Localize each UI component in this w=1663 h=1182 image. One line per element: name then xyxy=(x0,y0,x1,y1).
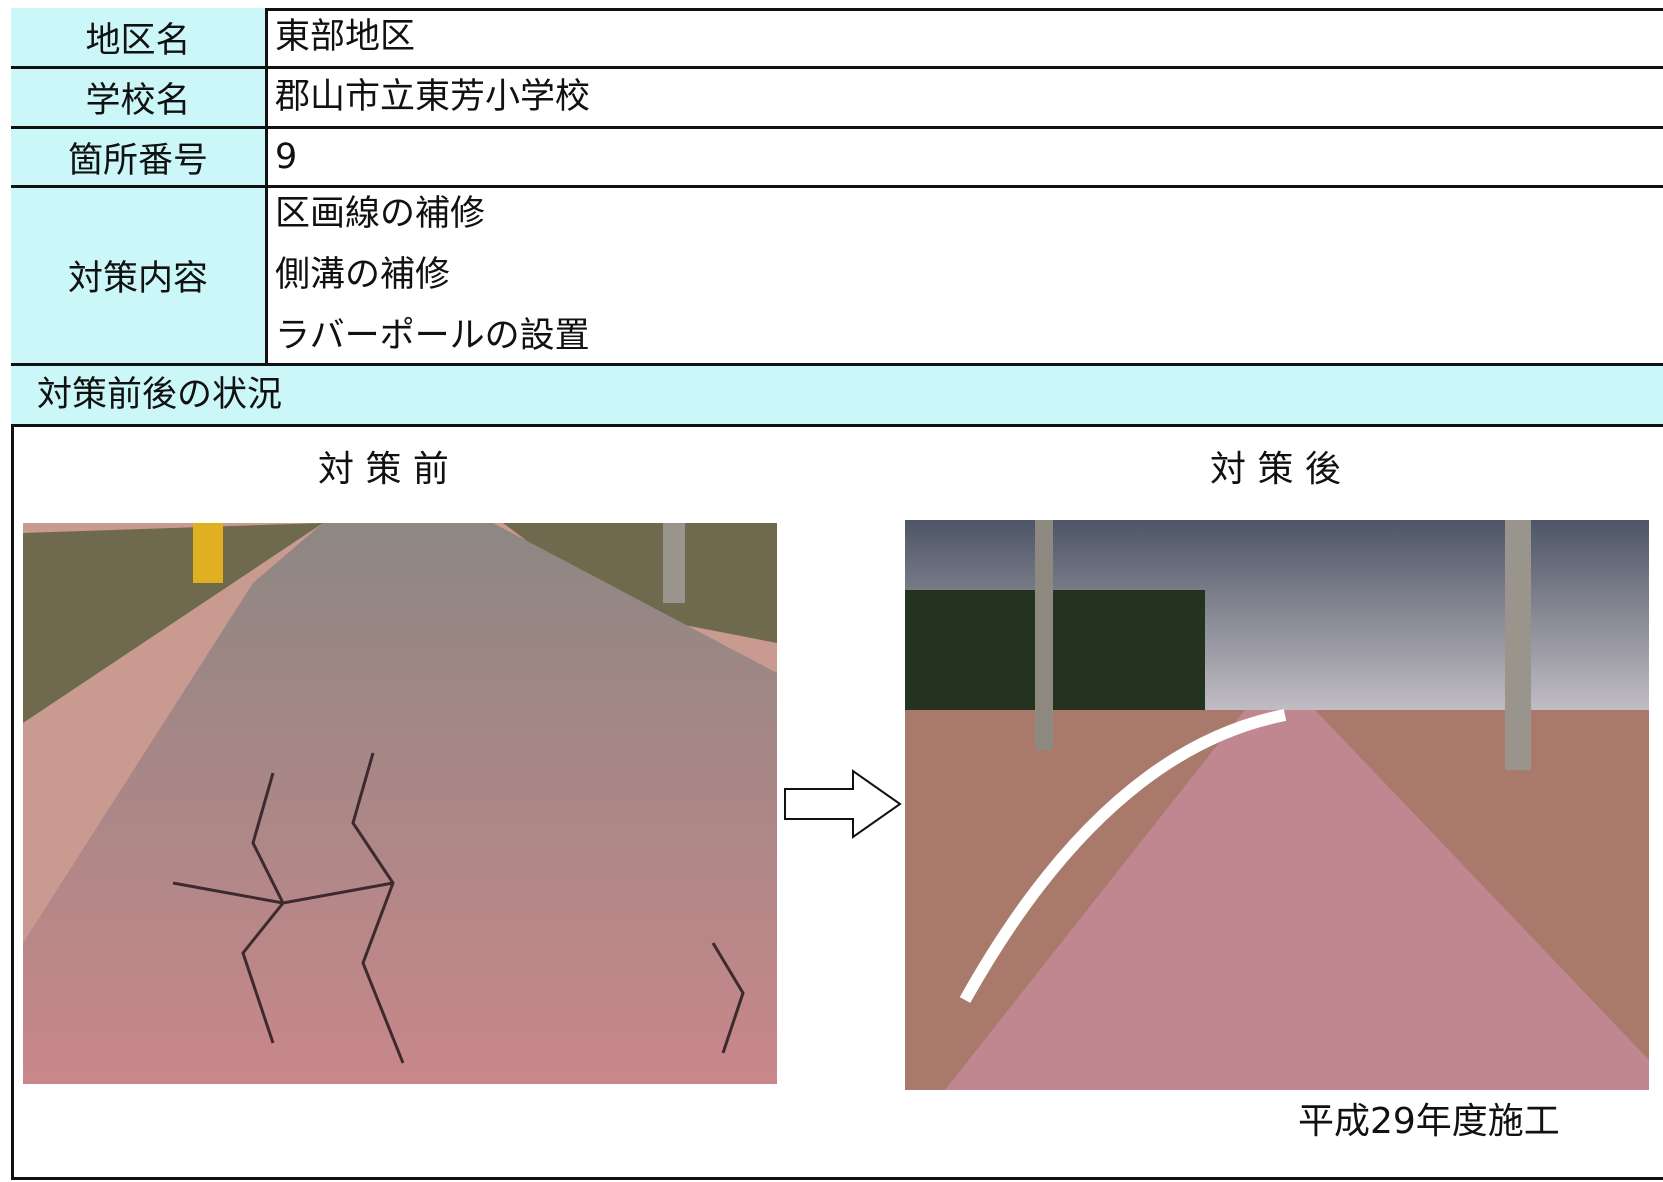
value-line: 9 xyxy=(275,136,298,177)
row-value: 区画線の補修 側溝の補修ラバーポールの設置 xyxy=(275,188,590,363)
value-line: 郡山市立東芳小学校 xyxy=(275,77,591,117)
caption: 平成29年度施工 xyxy=(1298,1101,1560,1142)
arrow xyxy=(784,769,902,839)
table-row: 学校名 郡山市立東芳小学校 xyxy=(11,69,1663,129)
before-photo xyxy=(23,523,777,1084)
section-header: 対策前後の状況 xyxy=(11,366,1663,427)
row-label: 地区名 xyxy=(11,8,268,66)
row-value: 9 xyxy=(275,129,297,185)
table-row: 地区名 東部地区 xyxy=(11,8,1663,69)
row-label: 箇所番号 xyxy=(11,129,268,185)
row-label: 対策内容 xyxy=(11,188,268,363)
after-label: 対 策 後 xyxy=(1210,449,1341,490)
row-label: 学校名 xyxy=(11,69,268,126)
value-line: ラバーポールの設置 xyxy=(275,316,590,356)
row-value: 東部地区 xyxy=(275,8,415,66)
value-line: 東部地区 xyxy=(275,16,416,57)
table-row: 箇所番号 9 xyxy=(11,129,1663,188)
form-frame xyxy=(11,8,1663,1180)
row-value: 郡山市立東芳小学校 xyxy=(275,69,590,126)
value-line: 側溝の補修 xyxy=(275,255,451,295)
table-row: 対策内容 区画線の補修 側溝の補修ラバーポールの設置 xyxy=(11,188,1663,366)
value-line: 区画線の補修 xyxy=(275,194,486,234)
after-photo xyxy=(905,520,1649,1090)
before-label: 対 策 前 xyxy=(318,449,449,490)
